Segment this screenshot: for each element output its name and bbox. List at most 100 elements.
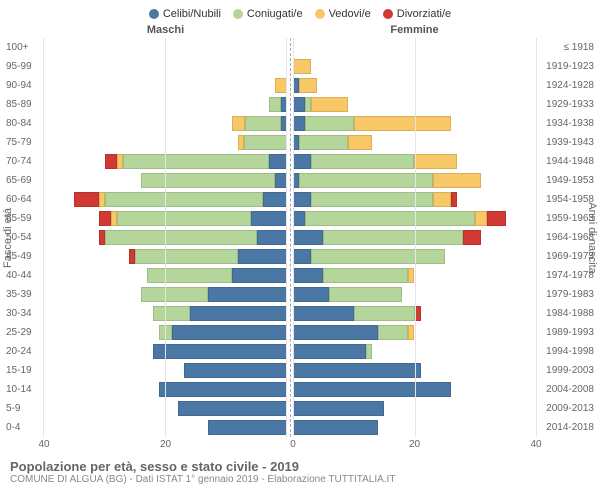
birth-label: 1934-1938: [536, 118, 596, 129]
age-label: 25-29: [4, 327, 44, 338]
age-label: 70-74: [4, 156, 44, 167]
pyramid-row: 20-24 1994-1998: [4, 342, 596, 361]
birth-label: 2009-2013: [536, 403, 596, 414]
male-bar: [44, 211, 287, 226]
pyramid-row: 40-44 1974-1978: [4, 266, 596, 285]
bar-segment: [141, 173, 275, 188]
bar-segment: [153, 306, 189, 321]
birth-label: 1929-1933: [536, 99, 596, 110]
bar-segment: [415, 306, 421, 321]
male-bar: [44, 344, 287, 359]
bar-segment: [269, 97, 281, 112]
x-tick: 40: [38, 439, 49, 450]
pyramid-row: 45-49 1969-1973: [4, 247, 596, 266]
bar-segment: [293, 420, 378, 435]
bar-segment: [99, 211, 111, 226]
birth-label: 1949-1953: [536, 175, 596, 186]
pyramid-row: 90-94 1924-1928: [4, 76, 596, 95]
birth-label: 1979-1983: [536, 289, 596, 300]
legend-item: Divorziati/e: [383, 8, 451, 20]
male-bar: [44, 230, 287, 245]
bar-segment: [323, 230, 463, 245]
bar-segment: [293, 287, 329, 302]
birth-label: 1999-2003: [536, 365, 596, 376]
bar-segment: [487, 211, 505, 226]
x-axis: 4020 02040: [4, 439, 596, 453]
population-pyramid-chart: Celibi/NubiliConiugati/eVedovi/eDivorzia…: [0, 0, 600, 500]
male-bar: [44, 401, 287, 416]
male-bar: [44, 135, 287, 150]
pyramid-row: 30-34 1984-1988: [4, 304, 596, 323]
female-bar: [293, 287, 536, 302]
birth-label: 1939-1943: [536, 137, 596, 148]
age-label: 50-54: [4, 232, 44, 243]
pyramid-row: 55-59 1959-1963: [4, 209, 596, 228]
pyramid-row: 35-39 1979-1983: [4, 285, 596, 304]
bar-segment: [311, 249, 445, 264]
pyramid-row: 95-99 1919-1923: [4, 57, 596, 76]
legend-label: Celibi/Nubili: [163, 8, 221, 20]
bar-segment: [135, 249, 238, 264]
bar-segment: [311, 97, 347, 112]
bar-segment: [293, 249, 311, 264]
bar-segment: [281, 97, 287, 112]
bar-segment: [451, 192, 457, 207]
male-bar: [44, 287, 287, 302]
bar-segment: [293, 268, 323, 283]
birth-label: 1974-1978: [536, 270, 596, 281]
age-label: 40-44: [4, 270, 44, 281]
birth-label: 1919-1923: [536, 61, 596, 72]
x-tick: 0: [290, 439, 296, 450]
legend-item: Celibi/Nubili: [149, 8, 221, 20]
male-bar: [44, 173, 287, 188]
bar-segment: [414, 154, 457, 169]
pyramid-rows: 100+ ≤ 1918 95-99 1919-1923 90-94 1924-1…: [4, 38, 596, 437]
bar-segment: [305, 116, 354, 131]
bar-segment: [408, 325, 414, 340]
bar-segment: [293, 363, 421, 378]
pyramid-row: 85-89 1929-1933: [4, 95, 596, 114]
bar-segment: [105, 192, 263, 207]
bar-segment: [475, 211, 487, 226]
pyramid-row: 75-79 1939-1943: [4, 133, 596, 152]
bar-segment: [105, 230, 257, 245]
female-bar: [293, 420, 536, 435]
birth-label: 1989-1993: [536, 327, 596, 338]
bar-segment: [293, 211, 305, 226]
bar-segment: [293, 154, 311, 169]
legend-label: Coniugati/e: [247, 8, 303, 20]
pyramid-row: 100+ ≤ 1918: [4, 38, 596, 57]
pyramid-row: 25-29 1989-1993: [4, 323, 596, 342]
bar-segment: [293, 382, 451, 397]
bar-segment: [378, 325, 408, 340]
bar-segment: [293, 59, 311, 74]
chart-footer: Popolazione per età, sesso e stato civil…: [4, 459, 596, 485]
age-label: 75-79: [4, 137, 44, 148]
bar-segment: [245, 116, 281, 131]
bar-segment: [463, 230, 481, 245]
bar-segment: [299, 135, 348, 150]
female-header: Femmine: [293, 24, 536, 36]
female-bar: [293, 97, 536, 112]
bar-segment: [348, 135, 372, 150]
age-label: 80-84: [4, 118, 44, 129]
age-label: 45-49: [4, 251, 44, 262]
bar-segment: [281, 116, 287, 131]
female-bar: [293, 192, 536, 207]
age-label: 85-89: [4, 99, 44, 110]
female-bar: [293, 306, 536, 321]
bar-segment: [299, 173, 433, 188]
male-bar: [44, 59, 287, 74]
bar-segment: [232, 268, 287, 283]
pyramid-row: 0-4 2014-2018: [4, 418, 596, 437]
female-bar: [293, 382, 536, 397]
legend-swatch: [315, 9, 325, 19]
bar-segment: [232, 116, 244, 131]
birth-label: 1994-1998: [536, 346, 596, 357]
female-bar: [293, 268, 536, 283]
birth-label: 1924-1928: [536, 80, 596, 91]
legend-swatch: [149, 9, 159, 19]
age-label: 5-9: [4, 403, 44, 414]
bar-segment: [433, 192, 451, 207]
bar-segment: [147, 268, 232, 283]
